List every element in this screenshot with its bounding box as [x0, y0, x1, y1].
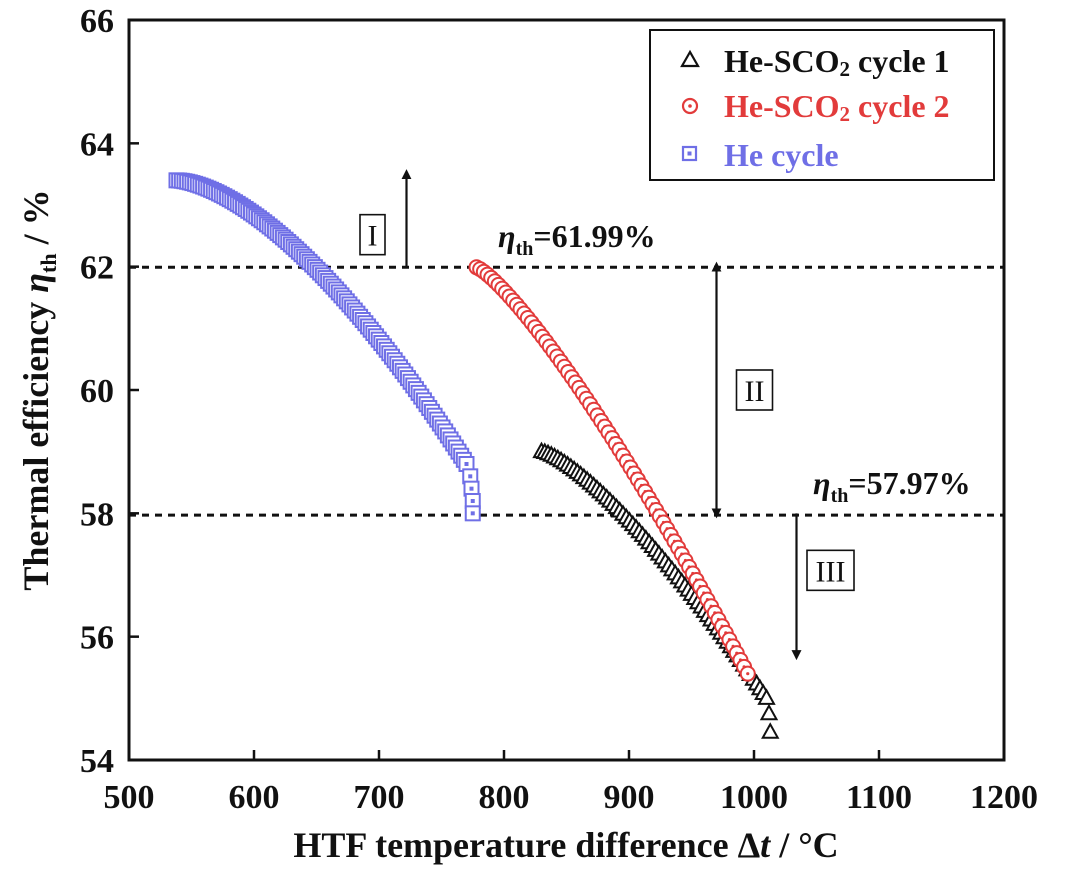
y-axis-title: Thermal efficiency ηth / %: [16, 189, 61, 590]
legend-label-he: He cycle: [724, 137, 839, 173]
legend-item-cycle2: He-SCO2 cycle 2: [681, 88, 950, 126]
x-tick-label: 500: [104, 779, 155, 816]
data-point: [757, 688, 776, 705]
legend-item-he: He cycle: [681, 137, 839, 173]
legend-label-cycle2: He-SCO2 cycle 2: [724, 88, 950, 126]
x-tick-label: 900: [604, 779, 655, 816]
region-label-box: [806, 549, 855, 592]
y-tick-label: 66: [80, 3, 114, 40]
x-tick-label: 700: [354, 779, 405, 816]
region-label-box: [735, 369, 774, 411]
y-tick-label: 64: [80, 126, 114, 163]
data-point-center: [468, 474, 473, 479]
data-point-center: [746, 672, 750, 676]
y-tick-label: 54: [80, 743, 114, 780]
data-point: [759, 703, 779, 721]
data-point-center: [464, 462, 469, 466]
square-dot-icon: [687, 151, 692, 156]
data-point: [761, 722, 780, 739]
reference-lines: [129, 265, 1004, 517]
region-label: I: [368, 220, 378, 253]
x-tick-label: 1200: [970, 779, 1038, 816]
legend-item-cycle1: He-SCO2 cycle 1: [680, 43, 950, 81]
series-circle: [468, 259, 756, 682]
x-tick-label: 600: [229, 779, 280, 816]
y-tick-label: 60: [80, 373, 114, 410]
x-tick-label: 800: [479, 779, 530, 816]
data-point-center: [469, 486, 474, 491]
square-icon: [681, 145, 698, 162]
axis-ticks: 500 600 700 800 900 1000 1100 1200 54 56 58 60 62 64 6…: [80, 3, 1038, 816]
x-tick-label: 1000: [720, 779, 788, 816]
x-axis-title: HTF temperature difference Δt / °C: [293, 825, 838, 865]
circle-icon: [681, 97, 699, 115]
data-point-center: [470, 511, 475, 516]
circle-dot-icon: [688, 104, 692, 108]
series-triangle: [532, 441, 780, 739]
legend: He-SCO2 cycle 1 He-SCO2 cycle 2 He cycle: [649, 29, 995, 181]
y-tick-label: 62: [80, 250, 114, 287]
region-label-box: [359, 213, 386, 256]
legend-label-cycle1: He-SCO2 cycle 1: [724, 43, 950, 81]
triangle-icon: [680, 49, 700, 68]
region-label: II: [745, 375, 765, 408]
region-label: III: [816, 555, 846, 588]
ref-label-upper: ηth=61.99%: [498, 218, 656, 260]
y-tick-label: 58: [80, 496, 114, 533]
series-square: [168, 172, 481, 522]
x-tick-label: 1100: [846, 779, 912, 816]
legend-box: [649, 29, 995, 181]
ref-label-lower: ηth=57.97%: [813, 465, 971, 507]
data-point-center: [470, 499, 475, 503]
y-tick-label: 56: [80, 620, 114, 657]
data-series: [168, 172, 780, 739]
